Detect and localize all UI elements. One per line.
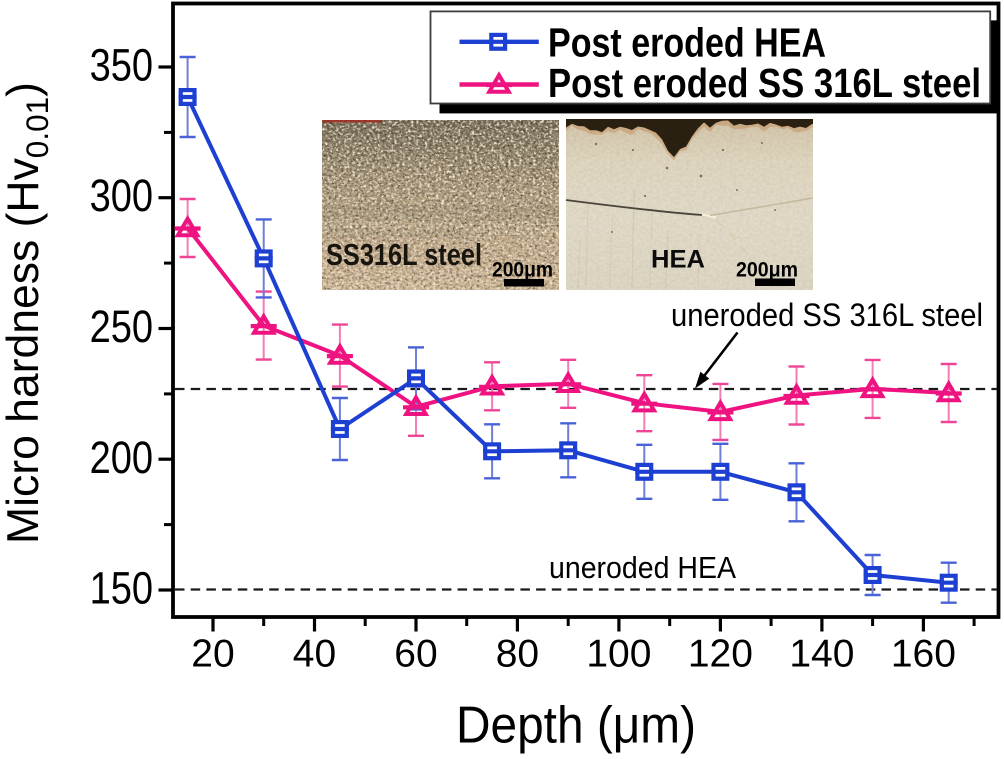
svg-text:120: 120	[688, 633, 753, 676]
svg-text:20: 20	[191, 633, 234, 676]
svg-text:100: 100	[586, 633, 651, 676]
svg-text:Post eroded SS 316L steel: Post eroded SS 316L steel	[548, 60, 981, 106]
svg-text:200μm: 200μm	[492, 259, 553, 282]
svg-text:uneroded HEA: uneroded HEA	[549, 550, 736, 585]
svg-text:160: 160	[891, 633, 956, 676]
svg-text:SS316L steel: SS316L steel	[326, 237, 482, 272]
svg-text:Post eroded HEA: Post eroded HEA	[548, 20, 826, 66]
svg-text:140: 140	[789, 633, 854, 676]
svg-text:40: 40	[293, 633, 336, 676]
svg-text:300: 300	[90, 170, 154, 221]
svg-text:350: 350	[90, 40, 154, 91]
svg-text:200μm: 200μm	[736, 259, 798, 282]
svg-text:250: 250	[90, 301, 154, 352]
svg-text:uneroded SS 316L steel: uneroded SS 316L steel	[671, 297, 983, 333]
svg-text:Depth (μm): Depth (μm)	[456, 697, 696, 754]
svg-text:150: 150	[90, 563, 154, 614]
svg-text:80: 80	[496, 633, 539, 676]
svg-text:60: 60	[394, 633, 437, 676]
svg-text:200: 200	[90, 432, 154, 483]
svg-text:HEA: HEA	[651, 246, 705, 274]
svg-text:Micro hardness (Hv0.01): Micro hardness (Hv0.01)	[0, 82, 55, 544]
